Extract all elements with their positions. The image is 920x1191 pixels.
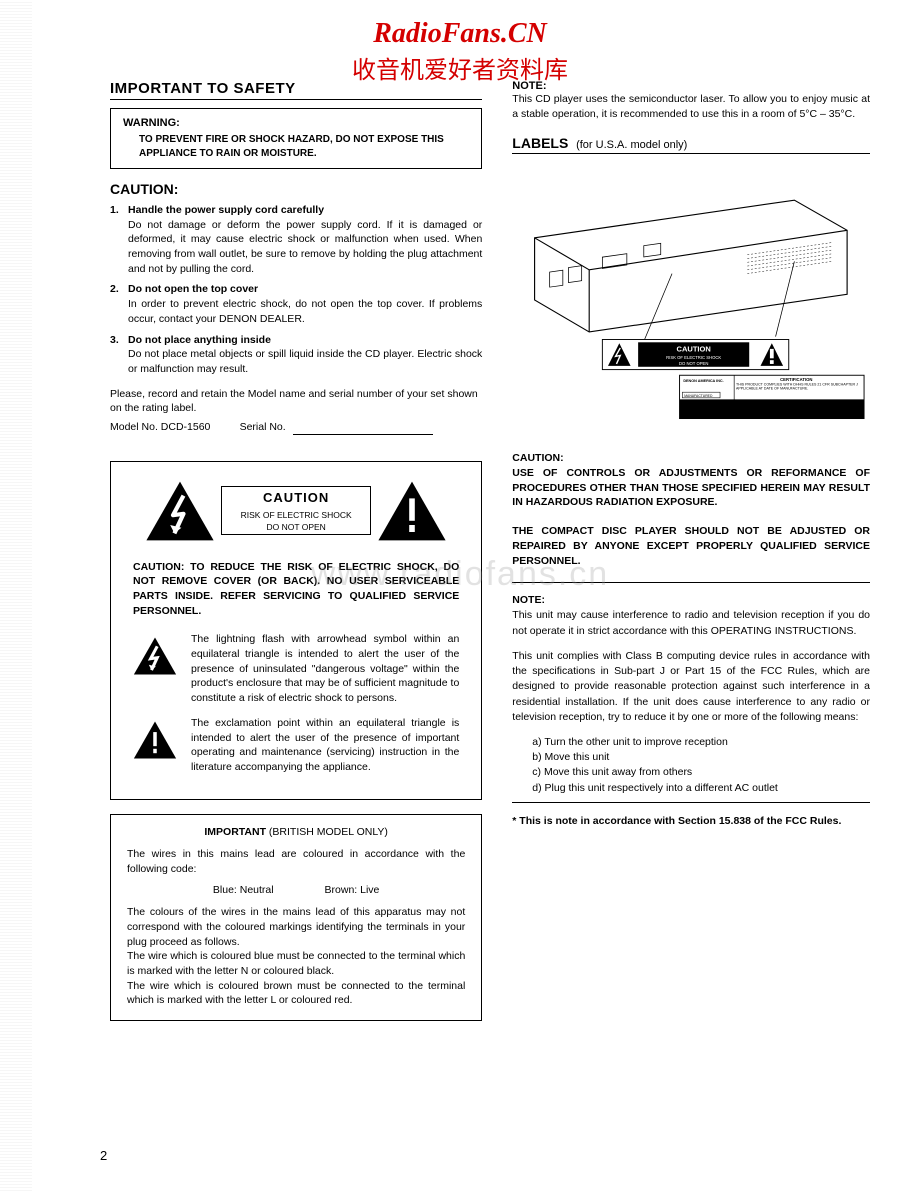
exclamation-triangle-icon xyxy=(377,480,447,542)
caution2-block: CAUTION: USE OF CONTROLS OR ADJUSTMENTS … xyxy=(512,451,870,510)
warning-title: WARNING: xyxy=(123,117,469,129)
exclamation-explanation-text: The exclamation point within an equilate… xyxy=(191,716,459,775)
left-column: IMPORTANT TO SAFETY WARNING: TO PREVENT … xyxy=(110,80,482,1021)
caution-list: Handle the power supply cord carefully D… xyxy=(110,203,482,377)
caution-item-1-title: Handle the power supply cord carefully xyxy=(128,203,482,218)
serial-no-label: Serial No. xyxy=(240,421,286,433)
british-title-bold: IMPORTANT xyxy=(204,826,266,838)
caution2-header: CAUTION: xyxy=(512,452,563,464)
british-para2: The wire which is coloured blue must be … xyxy=(127,949,465,978)
page-columns: IMPORTANT TO SAFETY WARNING: TO PREVENT … xyxy=(110,80,870,1021)
exclamation-triangle-small-icon xyxy=(133,720,177,760)
mini-caution-title: CAUTION xyxy=(226,489,366,507)
british-para1: The colours of the wires in the mains le… xyxy=(127,905,465,949)
exclamation-explanation: The exclamation point within an equilate… xyxy=(133,716,459,775)
british-title-rest: (BRITISH MODEL ONLY) xyxy=(266,826,388,838)
note2-block: NOTE: This unit may cause interference t… xyxy=(512,593,870,796)
caution-item-1-body: Do not damage or deform the power supply… xyxy=(128,219,482,275)
lightning-triangle-small-icon xyxy=(133,636,177,676)
note1-body: This CD player uses the semiconductor la… xyxy=(512,92,870,121)
mini-caution-box: CAUTION RISK OF ELECTRIC SHOCK DO NOT OP… xyxy=(221,486,371,535)
model-no: Model No. DCD-1560 xyxy=(110,421,210,433)
svg-text:CAUTION: CAUTION xyxy=(677,345,711,354)
note2-item-d: d) Plug this unit respectively into a di… xyxy=(528,781,870,796)
page-number: 2 xyxy=(100,1148,107,1163)
caution-reduce-text: CAUTION: TO REDUCE THE RISK OF ELECTRIC … xyxy=(133,560,459,619)
warning-box: WARNING: TO PREVENT FIRE OR SHOCK HAZARD… xyxy=(110,108,482,169)
caution-item-2-body: In order to prevent electric shock, do n… xyxy=(128,298,482,325)
british-model-box: IMPORTANT (BRITISH MODEL ONLY) The wires… xyxy=(110,814,482,1022)
divider-line-2 xyxy=(512,802,870,803)
right-column: NOTE: This CD player uses the semiconduc… xyxy=(512,80,870,1021)
note2-header: NOTE: xyxy=(512,593,870,608)
note2-item-b: b) Move this unit xyxy=(528,750,870,765)
caution-triangle-row: CAUTION RISK OF ELECTRIC SHOCK DO NOT OP… xyxy=(133,480,459,542)
caution-item-1: Handle the power supply cord carefully D… xyxy=(110,203,482,276)
section-heading-safety: IMPORTANT TO SAFETY xyxy=(110,80,482,100)
british-intro: The wires in this mains lead are coloure… xyxy=(127,847,465,876)
watermark-title: RadioFans.CN xyxy=(0,18,920,50)
divider-line xyxy=(512,582,870,583)
wire-codes: Blue: Neutral Brown: Live xyxy=(127,883,465,898)
caution-heading: CAUTION: xyxy=(110,181,482,197)
lightning-triangle-icon xyxy=(145,480,215,542)
scan-artifact xyxy=(0,0,32,1191)
caution-item-2: Do not open the top cover In order to pr… xyxy=(110,282,482,326)
caution-item-3-title: Do not place anything inside xyxy=(128,333,482,348)
fcc-footnote: * This is note in accordance with Sectio… xyxy=(512,815,870,827)
serial-no-blank xyxy=(293,434,433,435)
svg-text:DENON AMERICA INC.: DENON AMERICA INC. xyxy=(684,379,724,383)
record-intro: Please, record and retain the Model name… xyxy=(110,387,482,416)
wire-blue: Blue: Neutral xyxy=(213,883,274,898)
british-para3: The wire which is coloured brown must be… xyxy=(127,979,465,1008)
record-block: Please, record and retain the Model name… xyxy=(110,387,482,435)
svg-text:CERTIFICATION: CERTIFICATION xyxy=(780,377,812,382)
note2-list: a) Turn the other unit to improve recept… xyxy=(512,735,870,796)
labels-heading: LABELS (for U.S.A. model only) xyxy=(512,135,870,154)
note1-header: NOTE: xyxy=(512,80,870,92)
note2-para2: This unit complies with Class B computin… xyxy=(512,649,870,725)
labels-subtitle: (for U.S.A. model only) xyxy=(576,139,687,151)
lightning-explanation-text: The lightning flash with arrowhead symbo… xyxy=(191,632,459,705)
caution-item-2-title: Do not open the top cover xyxy=(128,282,482,297)
labels-title: LABELS xyxy=(512,135,568,151)
caution2-body: USE OF CONTROLS OR ADJUSTMENTS OR REFORM… xyxy=(512,467,870,508)
svg-text:MANUFACTURED: MANUFACTURED xyxy=(685,394,714,398)
note2-item-a: a) Turn the other unit to improve recept… xyxy=(528,735,870,750)
device-rear-diagram: CAUTION RISK OF ELECTRIC SHOCK DO NOT OP… xyxy=(512,164,870,434)
svg-text:DO NOT OPEN: DO NOT OPEN xyxy=(679,361,708,366)
british-title: IMPORTANT (BRITISH MODEL ONLY) xyxy=(127,825,465,840)
mini-caution-line2: DO NOT OPEN xyxy=(226,522,366,532)
caution-label-box: CAUTION RISK OF ELECTRIC SHOCK DO NOT OP… xyxy=(110,461,482,800)
wire-brown: Brown: Live xyxy=(325,883,380,898)
mini-caution-line1: RISK OF ELECTRIC SHOCK xyxy=(226,510,366,520)
note2-para1: This unit may cause interference to radi… xyxy=(512,608,870,638)
service-warning: THE COMPACT DISC PLAYER SHOULD NOT BE AD… xyxy=(512,524,870,568)
note2-item-c: c) Move this unit away from others xyxy=(528,765,870,780)
svg-text:RISK OF ELECTRIC SHOCK: RISK OF ELECTRIC SHOCK xyxy=(666,356,721,361)
record-line: Model No. DCD-1560 Serial No. xyxy=(110,420,482,435)
lightning-explanation: The lightning flash with arrowhead symbo… xyxy=(133,632,459,705)
caution-item-3-body: Do not place metal objects or spill liqu… xyxy=(128,348,482,375)
caution-item-3: Do not place anything inside Do not plac… xyxy=(110,333,482,377)
warning-body: TO PREVENT FIRE OR SHOCK HAZARD, DO NOT … xyxy=(123,133,469,160)
